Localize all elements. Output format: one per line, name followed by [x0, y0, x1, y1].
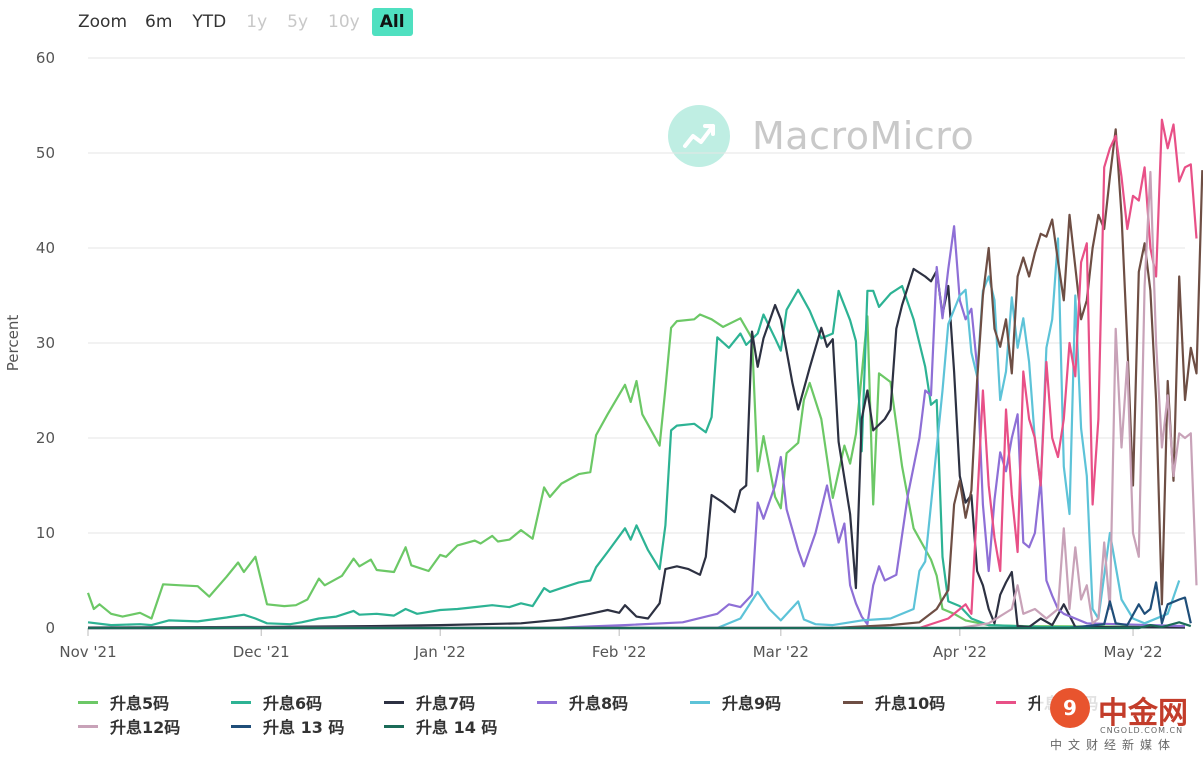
- zoom-ytd-button[interactable]: YTD: [192, 12, 227, 32]
- x-tick-label: Feb '22: [592, 643, 647, 661]
- line-chart: 0 10 20 30 40 50 60 Nov '21 Dec '21 Jan '22 Feb '…: [4, 49, 1203, 661]
- legend-label: 升息 13 码: [263, 718, 345, 737]
- cngold-url: CNGOLD.COM.CN: [1100, 726, 1184, 735]
- cngold-logo-icon: 9: [1050, 688, 1090, 728]
- legend-item[interactable]: 升息12码: [78, 714, 180, 738]
- legend-label: 升息5码: [110, 694, 170, 713]
- legend-swatch: [78, 724, 98, 728]
- legend-label: 升息6码: [263, 694, 323, 713]
- legend-swatch: [231, 700, 251, 704]
- watermark: MacroMicro: [668, 105, 974, 167]
- zoom-bar: Zoom 6m YTD 1y 5y 10y All: [70, 6, 417, 38]
- cngold-badge: 9 中金网 CNGOLD.COM.CN 中文财经新媒体: [1040, 686, 1200, 756]
- legend-label: 升息10码: [875, 694, 946, 713]
- legend-label: 升息 14 码: [416, 718, 498, 737]
- cngold-name: 中金网: [1098, 696, 1188, 731]
- y-tick-label: 60: [36, 49, 55, 67]
- legend-label: 升息7码: [416, 694, 476, 713]
- x-tick-label: Dec '21: [233, 643, 290, 661]
- series-line-5[interactable]: [88, 237, 1181, 630]
- legend-swatch: [231, 724, 251, 728]
- legend-label: 升息9码: [722, 694, 782, 713]
- series-line-7[interactable]: [88, 118, 1198, 630]
- x-tick-label: Nov '21: [59, 643, 116, 661]
- y-tick-label: 40: [36, 239, 55, 257]
- legend-item[interactable]: 升息7码: [384, 690, 475, 714]
- watermark-text: MacroMicro: [752, 114, 975, 158]
- zoom-1y-button[interactable]: 1y: [246, 12, 268, 32]
- legend-item[interactable]: 升息5码: [78, 690, 169, 714]
- x-axis: Nov '21 Dec '21 Jan '22 Feb '22 Mar '22 Apr '…: [59, 628, 1163, 661]
- legend-item[interactable]: 升息6码: [231, 690, 322, 714]
- y-tick-label: 10: [36, 524, 55, 542]
- legend-swatch: [843, 700, 863, 704]
- y-tick-label: 30: [36, 334, 55, 352]
- x-tick-label: Jan '22: [414, 643, 466, 661]
- legend-item[interactable]: 升息8码: [537, 690, 628, 714]
- zoom-10y-button[interactable]: 10y: [328, 12, 360, 32]
- legend-swatch: [384, 724, 404, 728]
- macromicro-logo-icon: [668, 105, 730, 167]
- y-tick-label: 0: [45, 619, 55, 637]
- series-line-6[interactable]: [88, 128, 1203, 630]
- legend-item[interactable]: 升息9码: [690, 690, 781, 714]
- legend-label: 升息12码: [110, 718, 181, 737]
- series-line-9[interactable]: [88, 581, 1192, 630]
- x-tick-label: Apr '22: [933, 643, 987, 661]
- legend-swatch: [78, 700, 98, 704]
- series-line-2[interactable]: [87, 284, 1186, 629]
- series-line-4[interactable]: [88, 225, 1186, 630]
- y-axis-label: Percent: [4, 315, 22, 372]
- y-tick-label: 20: [36, 429, 55, 447]
- legend-swatch: [690, 700, 710, 704]
- legend-swatch: [384, 700, 404, 704]
- zoom-6m-button[interactable]: 6m: [145, 12, 173, 32]
- zoom-label: Zoom: [78, 12, 128, 32]
- series-line-10[interactable]: [88, 621, 1192, 630]
- grid: [88, 57, 1185, 629]
- y-axis: 0 10 20 30 40 50 60: [36, 49, 55, 637]
- legend-item[interactable]: 升息 13 码: [231, 714, 344, 738]
- y-tick-label: 50: [36, 144, 55, 162]
- legend-label: 升息8码: [569, 694, 629, 713]
- series-line-3[interactable]: [87, 267, 1186, 629]
- cngold-subtitle: 中文财经新媒体: [1050, 738, 1177, 752]
- zoom-all-button[interactable]: All: [371, 8, 413, 36]
- series-line-8[interactable]: [88, 170, 1198, 630]
- x-tick-label: Mar '22: [753, 643, 809, 661]
- series-line-1[interactable]: [86, 313, 1186, 629]
- series-lines: [86, 118, 1203, 630]
- legend-swatch: [996, 700, 1016, 704]
- legend-swatch: [537, 700, 557, 704]
- legend-item[interactable]: 升息 14 码: [384, 714, 497, 738]
- zoom-5y-button[interactable]: 5y: [287, 12, 309, 32]
- legend-item[interactable]: 升息10码: [843, 690, 945, 714]
- x-tick-label: May '22: [1104, 643, 1163, 661]
